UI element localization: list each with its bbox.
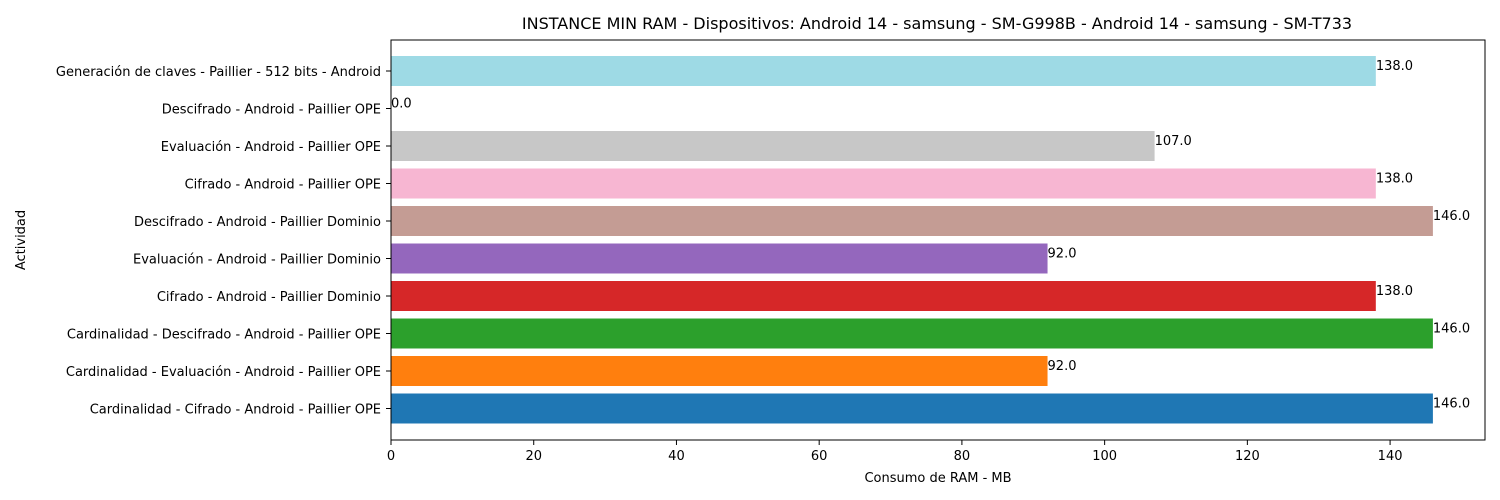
x-tick-label: 100	[1092, 449, 1117, 464]
plot-area: 146.0 92.0 146.0 138.0 92.0 146.0 138.0 107.0 0.…	[390, 39, 1486, 441]
bar-value-label: 107.0	[1155, 134, 1192, 149]
y-tick-label: Cifrado - Android - Paillier OPE	[185, 178, 381, 193]
x-tick-label: 120	[1235, 449, 1260, 464]
bar-value-label: 146.0	[1433, 397, 1470, 412]
bar-value-label: 146.0	[1433, 209, 1470, 224]
bar	[391, 243, 1048, 274]
y-tick-label: Evaluación - Android - Paillier Dominio	[133, 253, 381, 268]
bar	[391, 281, 1376, 311]
x-tick-label: 0	[387, 449, 395, 464]
bar	[391, 206, 1433, 236]
bar	[391, 318, 1433, 349]
bar-value-label: 138.0	[1376, 59, 1413, 74]
bar	[391, 131, 1155, 161]
y-tick-label: Descifrado - Android - Paillier Dominio	[134, 215, 381, 230]
x-axis: 0 20 40 60 80 100 120 140	[387, 440, 1403, 464]
bar-value-label: 92.0	[1048, 359, 1077, 374]
bar	[391, 56, 1376, 86]
bar	[391, 168, 1376, 199]
chart-title: INSTANCE MIN RAM - Dispositivos: Android…	[522, 14, 1352, 33]
y-tick-label: Evaluación - Android - Paillier OPE	[161, 140, 381, 155]
y-axis-label: Actividad	[14, 210, 29, 270]
x-tick-label: 80	[954, 449, 971, 464]
x-tick-label: 20	[525, 449, 542, 464]
x-tick-label: 60	[811, 449, 828, 464]
x-tick-label: 140	[1378, 449, 1403, 464]
x-axis-label: Consumo de RAM - MB	[864, 471, 1011, 486]
y-tick-label: Generación de claves - Paillier - 512 bi…	[56, 65, 381, 80]
bar-value-label: 92.0	[1048, 247, 1077, 262]
plot-frame	[390, 39, 1486, 441]
bar-value-label: 0.0	[391, 97, 412, 112]
y-axis: Cardinalidad - Cifrado - Android - Paill…	[56, 65, 391, 418]
y-tick-label: Descifrado - Android - Paillier OPE	[162, 103, 381, 118]
x-tick-label: 40	[668, 449, 685, 464]
y-tick-label: Cifrado - Android - Paillier Dominio	[157, 290, 381, 305]
bar-value-label: 138.0	[1376, 284, 1413, 299]
bar	[391, 393, 1433, 424]
y-tick-label: Cardinalidad - Evaluación - Android - Pa…	[66, 365, 381, 380]
bar-value-label: 146.0	[1433, 322, 1470, 337]
bar	[391, 356, 1048, 386]
y-tick-label: Cardinalidad - Descifrado - Android - Pa…	[67, 328, 381, 343]
bar-value-label: 138.0	[1376, 172, 1413, 187]
y-tick-label: Cardinalidad - Cifrado - Android - Paill…	[90, 403, 381, 418]
